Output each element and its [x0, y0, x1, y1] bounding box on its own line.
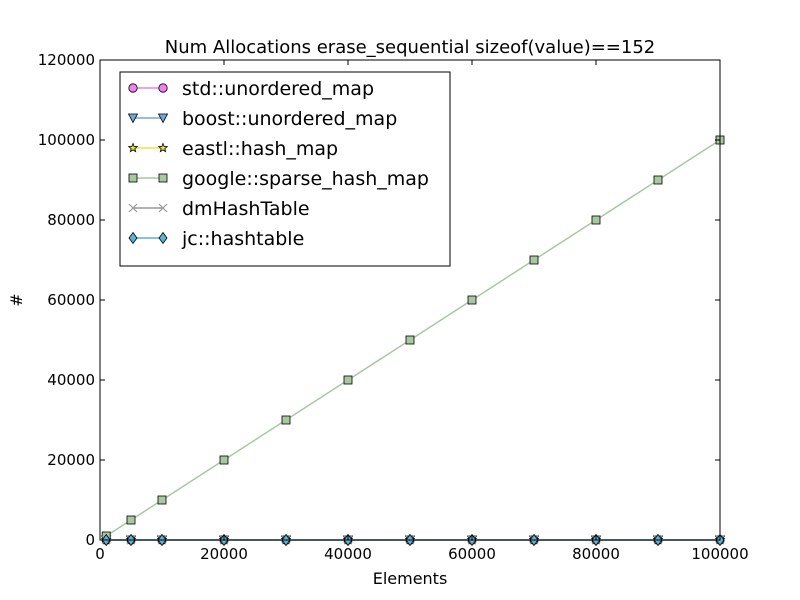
legend-marker: [158, 83, 168, 93]
legend-item: std::unordered_map: [128, 78, 374, 100]
legend-item: eastl::hash_map: [127, 138, 338, 160]
legend-marker: [128, 231, 138, 245]
legend-box: [119, 71, 451, 267]
data-point: [219, 455, 229, 465]
y-tick-label: 100000: [38, 131, 95, 149]
legend-marker: [158, 203, 168, 213]
legend-label: jc::hashtable: [181, 228, 304, 250]
legend-item: jc::hashtable: [128, 228, 304, 250]
legend-marker: [127, 113, 139, 124]
legend-marker: [157, 113, 169, 124]
legend-label: dmHashTable: [182, 198, 310, 220]
legend-marker: [128, 173, 138, 183]
legend-marker: [158, 173, 168, 183]
legend-item: google::sparse_hash_map: [128, 168, 429, 190]
data-point: [343, 375, 353, 385]
legend-marker: [127, 142, 139, 153]
data-point: [126, 515, 136, 525]
legend-item: boost::unordered_map: [127, 108, 397, 130]
y-tick-label: 0: [85, 531, 95, 549]
x-tick-label: 0: [95, 545, 105, 563]
x-tick-label: 60000: [448, 545, 496, 563]
legend-marker: [158, 231, 168, 245]
legend-label: eastl::hash_map: [182, 138, 338, 160]
legend-marker: [157, 142, 169, 153]
y-tick-label: 40000: [47, 371, 95, 389]
x-axis-label: Elements: [373, 569, 448, 588]
data-point: [653, 175, 663, 185]
x-tick-label: 40000: [324, 545, 372, 563]
series-line: [105, 139, 721, 537]
y-tick-label: 60000: [47, 291, 95, 309]
data-point: [405, 335, 415, 345]
data-point: [529, 255, 539, 265]
axis-ticks: 0 20000 40000 60000 80000 100000 0 20000 40000 60…: [38, 51, 749, 563]
chart-title: Num Allocations erase_sequential sizeof(…: [165, 37, 655, 58]
legend-label: std::unordered_map: [182, 78, 374, 100]
x-tick-label: 80000: [572, 545, 620, 563]
y-tick-label: 120000: [38, 51, 95, 69]
data-point: [591, 215, 601, 225]
y-tick-label: 20000: [47, 451, 95, 469]
legend-label: google::sparse_hash_map: [182, 168, 429, 190]
data-point: [467, 295, 477, 305]
x-tick-label: 100000: [691, 545, 748, 563]
y-axis-label: #: [7, 293, 26, 306]
y-tick-label: 80000: [47, 211, 95, 229]
legend-marker: [128, 203, 138, 213]
data-point: [281, 415, 291, 425]
legend-item: dmHashTable: [128, 198, 310, 220]
series-3: [101, 135, 725, 541]
legend: std::unordered_mapboost::unordered_mapea…: [119, 71, 451, 267]
x-tick-label: 20000: [200, 545, 248, 563]
legend-label: boost::unordered_map: [182, 108, 397, 130]
legend-marker: [128, 83, 138, 93]
data-point: [157, 495, 167, 505]
